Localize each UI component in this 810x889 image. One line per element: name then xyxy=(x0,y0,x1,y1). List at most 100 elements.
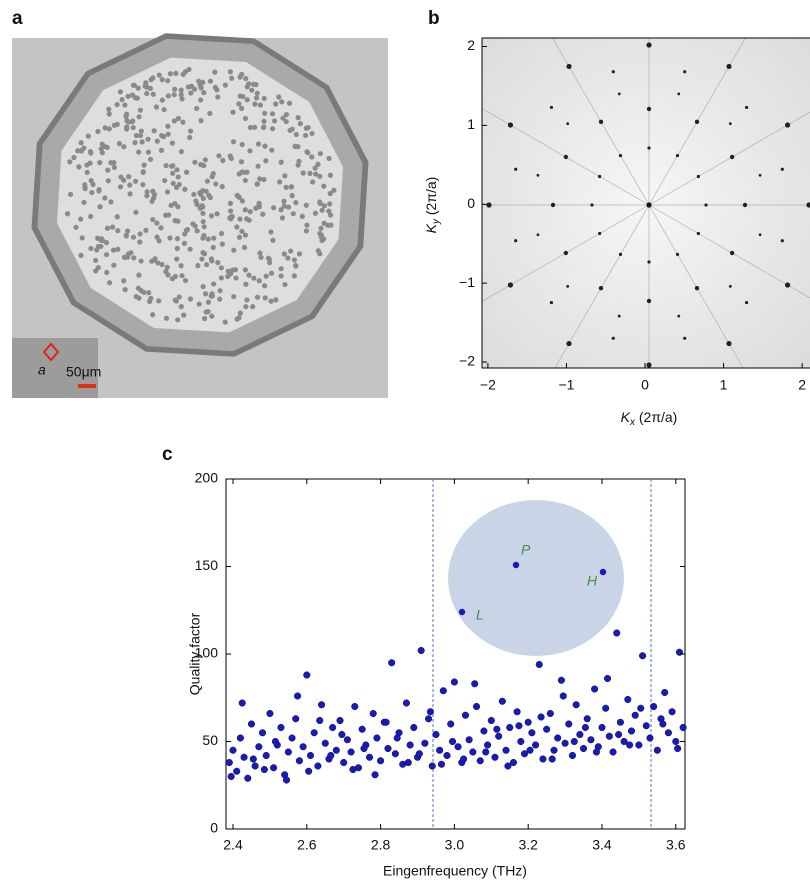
hole xyxy=(158,225,164,231)
hole xyxy=(111,164,117,170)
hole xyxy=(88,178,94,184)
point xyxy=(454,743,462,751)
hole xyxy=(201,224,207,230)
point xyxy=(579,744,588,753)
hole xyxy=(103,240,110,246)
hole xyxy=(222,319,228,325)
point xyxy=(404,758,412,767)
hole xyxy=(231,247,237,253)
hole xyxy=(265,255,272,261)
point xyxy=(609,748,617,756)
hole xyxy=(137,239,143,245)
hole xyxy=(317,230,323,237)
spot xyxy=(618,154,623,158)
hole xyxy=(233,275,239,281)
hole xyxy=(293,131,299,138)
hole xyxy=(145,136,151,142)
hole xyxy=(116,141,122,147)
point xyxy=(664,729,672,737)
hole xyxy=(268,270,275,276)
point xyxy=(255,743,263,751)
hole xyxy=(218,230,225,237)
point xyxy=(391,750,399,758)
hole xyxy=(93,257,99,264)
y-tick-label: −2 xyxy=(459,353,475,369)
hole xyxy=(247,148,253,154)
x-axis-label: Kx (2π/a) xyxy=(621,409,678,428)
hole xyxy=(202,291,209,297)
point xyxy=(570,737,578,746)
point xyxy=(639,652,647,660)
hole xyxy=(147,156,154,162)
point xyxy=(568,751,577,760)
hole xyxy=(170,163,176,169)
x-tick-label: 3.2 xyxy=(518,837,538,853)
hole xyxy=(220,157,226,164)
hole xyxy=(254,90,260,96)
point xyxy=(332,746,340,754)
spot xyxy=(486,202,492,208)
hole xyxy=(318,225,324,231)
hole xyxy=(209,291,215,297)
hole xyxy=(121,278,127,284)
hole xyxy=(135,285,141,291)
hole xyxy=(317,199,323,205)
point xyxy=(426,708,434,716)
hole xyxy=(208,256,215,262)
hole xyxy=(281,251,287,257)
point xyxy=(635,741,643,749)
spot xyxy=(514,167,518,171)
hole xyxy=(276,94,282,100)
hole xyxy=(207,195,213,201)
hole xyxy=(268,298,274,304)
hole xyxy=(141,162,147,168)
spot xyxy=(611,70,615,74)
point xyxy=(675,648,684,656)
hole xyxy=(154,138,160,144)
hole xyxy=(258,254,264,260)
spot xyxy=(758,233,762,237)
point xyxy=(487,716,495,725)
hole xyxy=(267,260,273,266)
spot xyxy=(728,122,732,126)
label-unit: (2π/a) xyxy=(639,409,677,425)
hole xyxy=(130,234,137,240)
hole xyxy=(75,148,81,154)
scale-bar xyxy=(78,384,96,388)
point xyxy=(637,704,645,712)
hole xyxy=(82,182,88,188)
hole xyxy=(331,187,337,193)
hole xyxy=(283,118,289,125)
point xyxy=(598,723,606,732)
point xyxy=(292,715,300,723)
spot xyxy=(549,105,554,110)
hole xyxy=(257,250,263,256)
hole xyxy=(327,201,333,207)
spot xyxy=(677,314,681,318)
hole xyxy=(227,153,233,159)
point xyxy=(679,723,687,732)
hole xyxy=(126,174,132,180)
hole xyxy=(210,170,216,177)
diffraction-pattern xyxy=(482,38,810,368)
hole xyxy=(262,143,268,149)
hole xyxy=(285,204,292,210)
hole xyxy=(171,118,178,124)
point xyxy=(504,762,512,770)
hole xyxy=(201,232,207,239)
hole xyxy=(178,263,184,269)
hole xyxy=(167,71,174,77)
hole xyxy=(140,181,146,188)
spot xyxy=(806,202,810,208)
point xyxy=(336,716,344,725)
hole xyxy=(273,101,279,107)
hole xyxy=(300,170,306,176)
x-tick-label: 2.8 xyxy=(371,837,391,853)
hole xyxy=(179,96,185,102)
hole xyxy=(269,126,276,132)
point xyxy=(351,702,359,711)
hole xyxy=(199,256,205,262)
spot xyxy=(726,63,732,70)
hole xyxy=(327,172,334,178)
hole xyxy=(95,235,101,241)
